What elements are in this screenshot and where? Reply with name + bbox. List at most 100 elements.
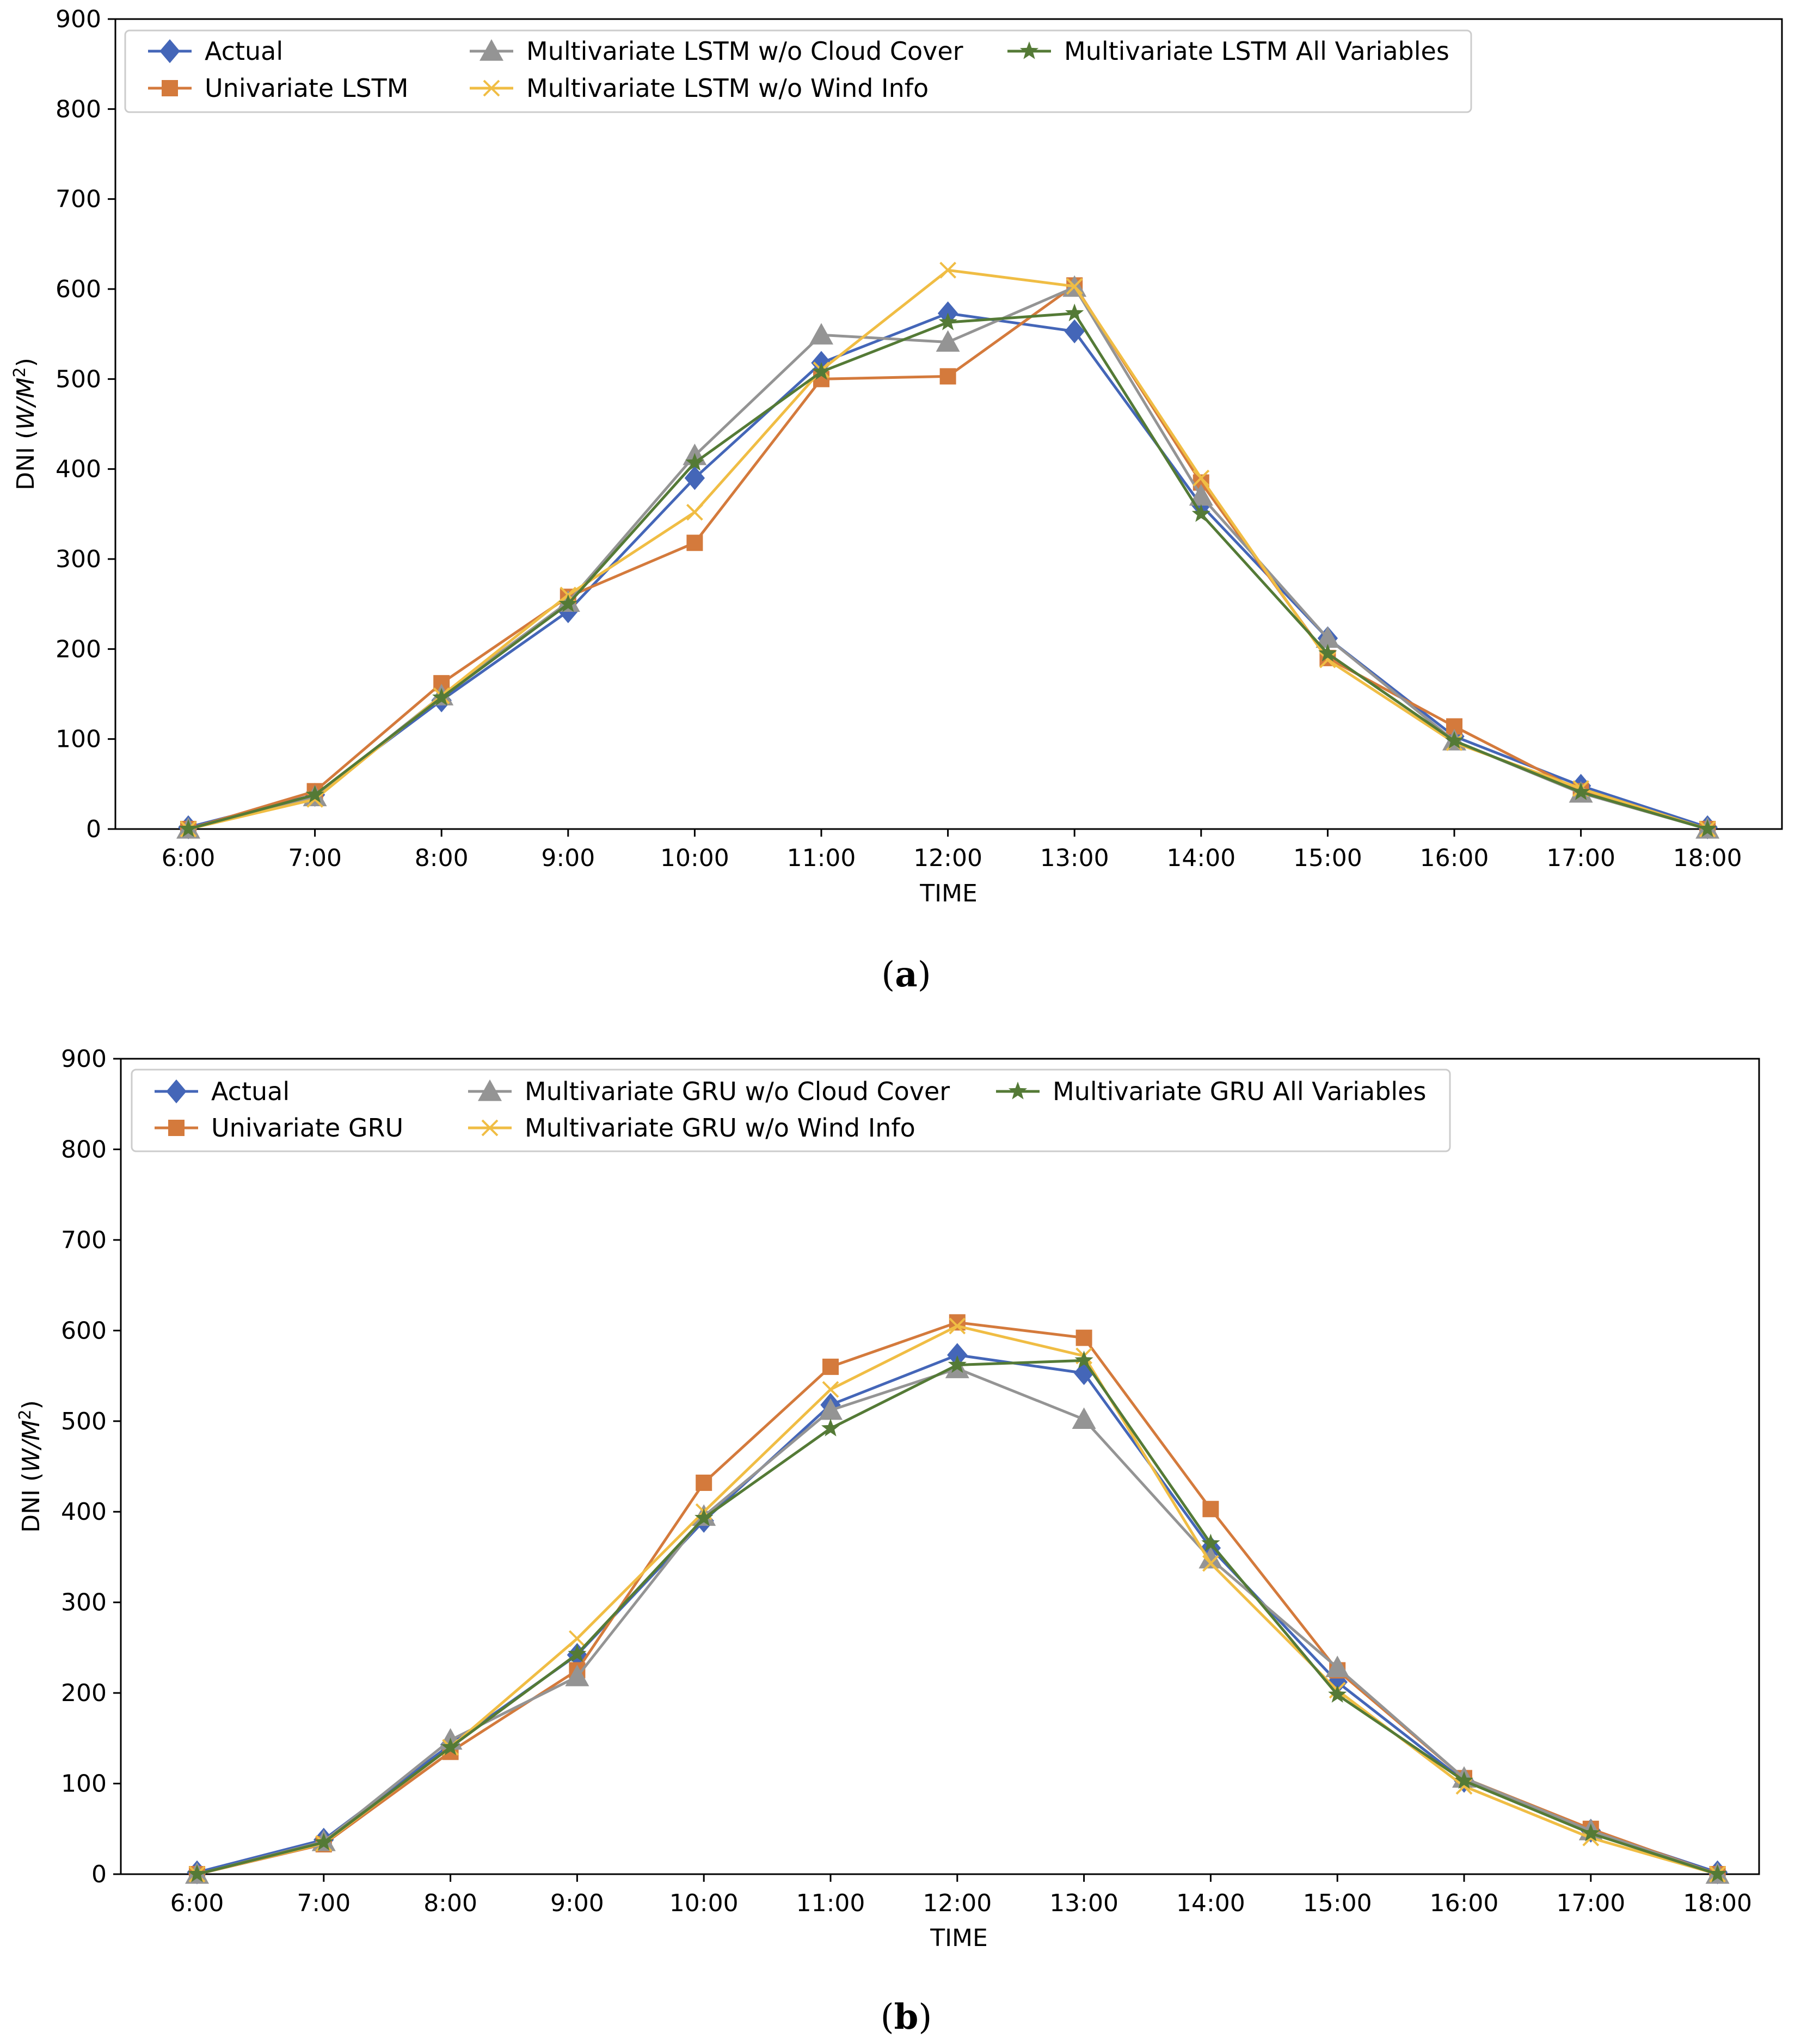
legend-label: Multivariate GRU w/o Cloud Cover [525, 1077, 950, 1106]
data-point [1698, 819, 1717, 837]
data-point [1066, 278, 1083, 295]
data-point [314, 1832, 333, 1851]
data-point [1455, 1778, 1473, 1795]
series-multivariate-lstm-all-variables [179, 303, 1717, 837]
y-tick-label: 700 [61, 1226, 107, 1254]
legend-entry: Multivariate LSTM All Variables [1007, 36, 1449, 66]
x-tick-label: 15:00 [1293, 844, 1362, 872]
y-tick-label: 800 [56, 95, 101, 123]
data-point [1202, 1555, 1219, 1572]
x-tick-label: 17:00 [1546, 844, 1615, 872]
data-point [938, 312, 957, 330]
data-point [1708, 1864, 1727, 1882]
legend-label: Univariate LSTM [205, 73, 408, 103]
legend-entry: Multivariate GRU w/o Cloud Cover [468, 1077, 950, 1106]
data-point [1202, 1501, 1219, 1518]
series-lines [185, 1314, 1730, 1885]
x-axis-ticks: 6:00 7:00 8:00 9:00 10:00 11:00 12:00 13:00 14:0… [170, 1874, 1752, 1917]
y-tick-label: 400 [56, 456, 101, 483]
legend-marker [1008, 1082, 1028, 1100]
legend-label: Multivariate GRU All Variables [1053, 1077, 1426, 1106]
y-tick-label: 200 [56, 635, 101, 663]
data-point [821, 1419, 840, 1437]
y-axis-ticks: 0 100 200 300 400 500 600 700 800 900 [61, 1045, 121, 1888]
chart-panel-b: 0 100 200 300 400 500 600 700 800 900 6:00 7:00 8:0… [16, 1045, 1760, 2037]
data-point [694, 1508, 714, 1526]
y-axis-label: DNI (W/M2) [16, 1400, 45, 1533]
y-tick-label: 0 [91, 1861, 107, 1888]
legend-marker [162, 80, 178, 96]
data-point [558, 594, 577, 612]
data-point [1198, 1546, 1223, 1569]
data-point [686, 535, 703, 551]
data-point [947, 1343, 968, 1367]
x-tick-label: 18:00 [1673, 844, 1742, 872]
legend-entry: Actual [148, 36, 283, 66]
data-point [1454, 1771, 1474, 1789]
data-point [1193, 469, 1210, 487]
data-point [684, 466, 705, 490]
legend-entry: Univariate GRU [155, 1113, 403, 1143]
data-point [1189, 484, 1213, 506]
data-point [179, 819, 198, 837]
x-tick-label: 7:00 [297, 1889, 351, 1917]
x-tick-label: 11:00 [787, 844, 856, 872]
legend-box [131, 1069, 1451, 1152]
legend-label: Univariate GRU [211, 1113, 403, 1143]
data-point [1445, 731, 1464, 749]
data-point [305, 785, 324, 803]
data-point [1325, 1655, 1350, 1678]
x-tick-label: 8:00 [423, 1889, 477, 1917]
legend-entry: Univariate LSTM [148, 73, 408, 103]
legend: Actual Univariate GRU Multivariate GRU w/o… [131, 1069, 1451, 1152]
legend-marker [480, 39, 503, 61]
data-point [939, 368, 956, 385]
panel-caption-a: (a) [881, 954, 931, 995]
data-point [1075, 1329, 1092, 1346]
data-point [686, 504, 703, 521]
x-tick-label: 9:00 [550, 1889, 604, 1917]
y-tick-label: 700 [56, 186, 101, 213]
data-point [1328, 1685, 1347, 1703]
legend-label: Actual [211, 1077, 290, 1106]
data-point [568, 1644, 587, 1662]
data-point [819, 1398, 843, 1420]
data-point [822, 1381, 839, 1398]
x-tick-label: 14:00 [1166, 844, 1236, 872]
y-tick-label: 400 [61, 1498, 107, 1526]
x-tick-label: 8:00 [415, 844, 469, 872]
data-point [432, 688, 451, 706]
data-point [1072, 1407, 1096, 1429]
data-point [1319, 651, 1336, 668]
legend-entry: Multivariate GRU w/o Wind Info [468, 1113, 915, 1143]
x-tick-label: 14:00 [1176, 1889, 1245, 1917]
data-point [1571, 782, 1590, 800]
y-tick-label: 200 [61, 1679, 107, 1707]
legend-marker [1019, 41, 1039, 59]
series-lines [176, 261, 1720, 839]
data-point [565, 1665, 589, 1686]
data-point [812, 362, 831, 380]
x-tick-label: 10:00 [669, 1889, 739, 1917]
data-point [949, 1317, 966, 1335]
y-tick-label: 100 [56, 726, 101, 753]
legend-marker [478, 1079, 502, 1101]
data-point [696, 1474, 712, 1491]
legend-marker [159, 39, 180, 63]
y-tick-label: 600 [61, 1317, 107, 1345]
chart-panel-a: 0 100 200 300 400 500 600 700 800 900 6:00 7:00 8:0… [10, 5, 1783, 995]
x-tick-label: 12:00 [923, 1889, 992, 1917]
y-tick-label: 500 [56, 365, 101, 393]
x-tick-label: 9:00 [541, 844, 595, 872]
data-point [822, 1358, 839, 1375]
legend-marker [483, 79, 500, 97]
legend-entry: Multivariate GRU All Variables [996, 1077, 1426, 1106]
legend-marker [166, 1079, 187, 1103]
legend-marker [168, 1120, 185, 1136]
series-multivariate-gru-all-variables [187, 1351, 1727, 1882]
data-point [1318, 643, 1337, 662]
data-point [441, 1738, 460, 1755]
data-point [948, 1355, 967, 1373]
x-axis-ticks: 6:00 7:00 8:00 9:00 10:00 11:00 12:00 13:00 14:0… [162, 829, 1742, 872]
